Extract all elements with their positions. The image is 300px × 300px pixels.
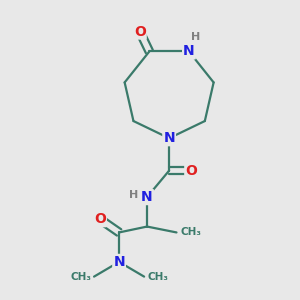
Text: H: H: [191, 32, 201, 42]
Text: CH₃: CH₃: [147, 272, 168, 282]
Text: O: O: [134, 25, 146, 39]
Text: N: N: [183, 44, 195, 58]
Text: CH₃: CH₃: [181, 227, 202, 237]
Text: N: N: [113, 255, 125, 269]
Text: O: O: [94, 212, 106, 226]
Text: N: N: [163, 131, 175, 145]
Text: H: H: [129, 190, 138, 200]
Text: O: O: [185, 164, 197, 178]
Text: CH₃: CH₃: [70, 272, 91, 282]
Text: N: N: [141, 190, 153, 204]
